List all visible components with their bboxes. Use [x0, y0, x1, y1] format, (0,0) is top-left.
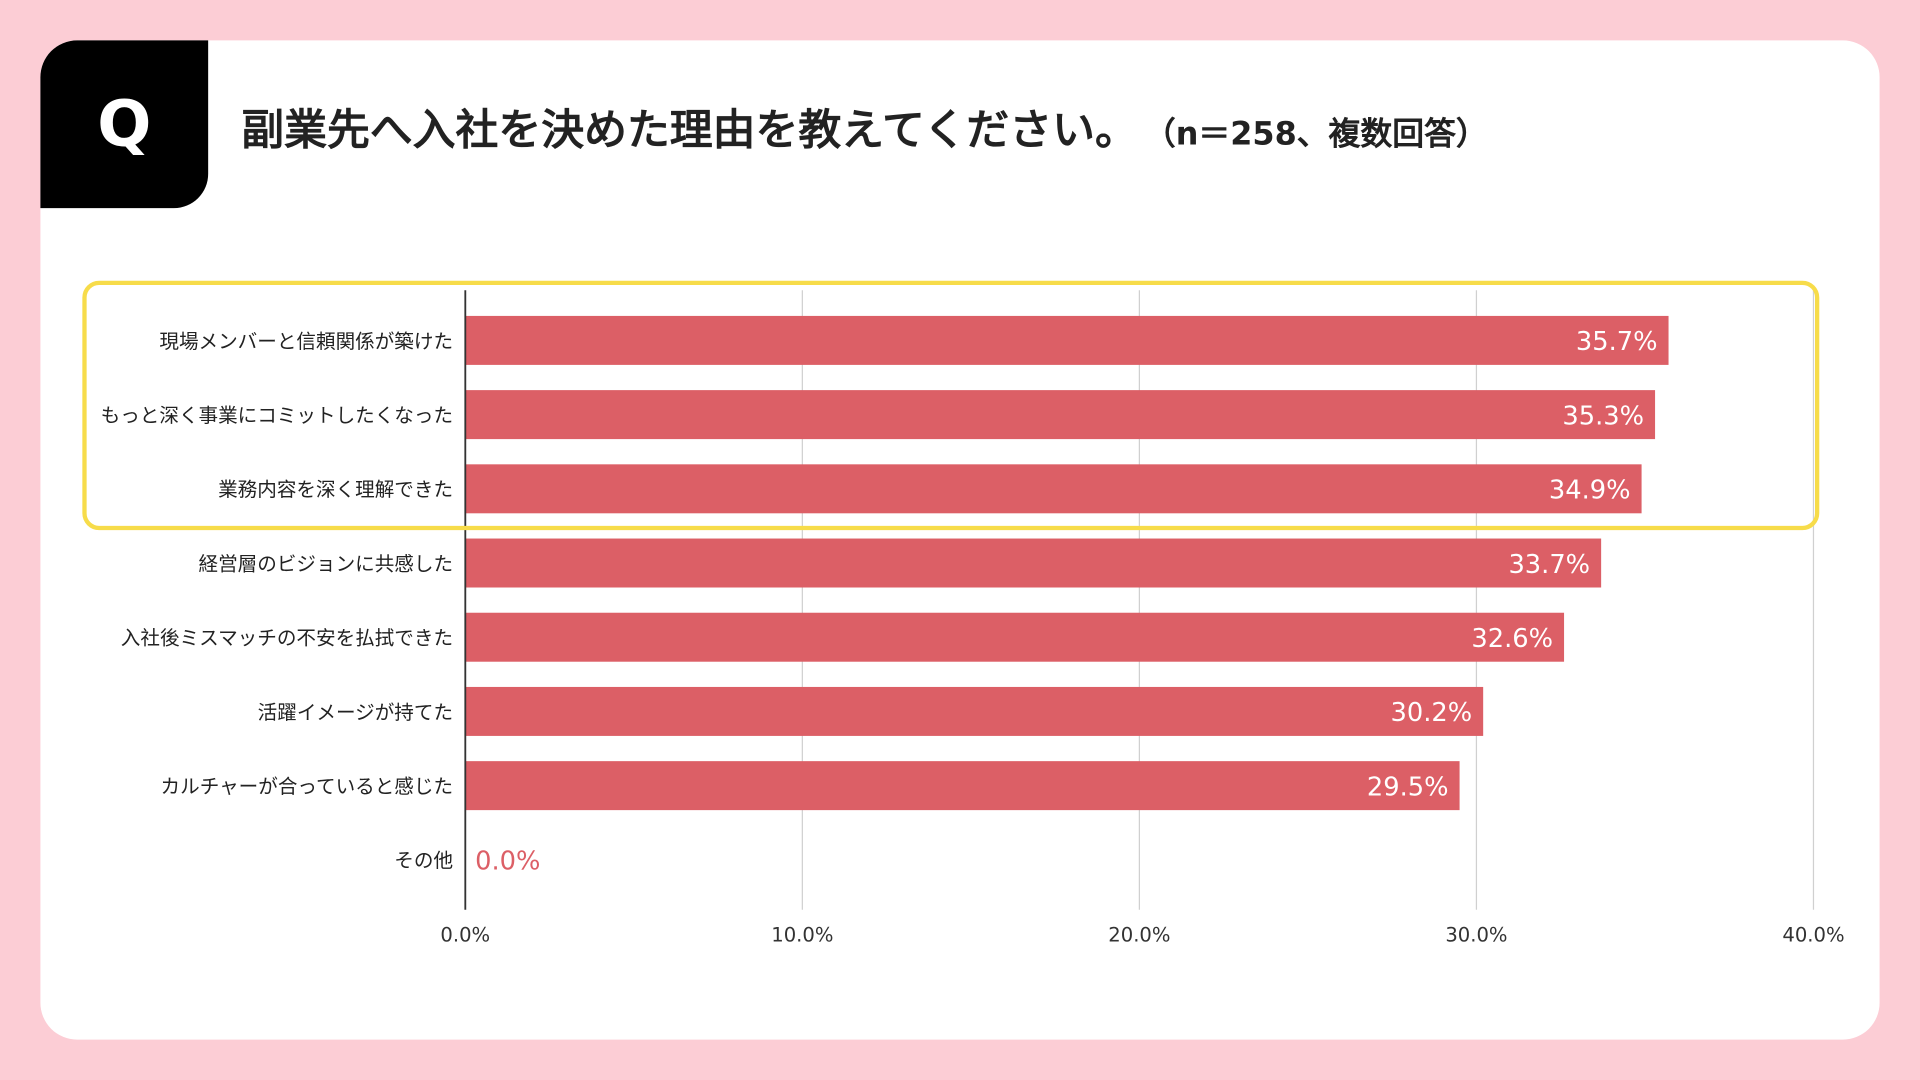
data-label: 30.2% [1390, 698, 1472, 728]
bar [465, 390, 1656, 440]
bar [465, 538, 1602, 588]
category-label: カルチャーが合っていると感じた [161, 775, 454, 798]
category-label: 入社後ミスマッチの不安を払拭できた [121, 627, 453, 650]
bar [465, 686, 1484, 736]
sample-note: （n＝258、複数回答） [1159, 116, 1488, 154]
x-tick-label: 20.0% [1108, 924, 1170, 947]
x-tick-label: 10.0% [771, 924, 833, 947]
bar [465, 612, 1565, 662]
bar [465, 315, 1669, 365]
category-label: 活躍イメージが持てた [258, 701, 453, 724]
x-tick-label: 40.0% [1782, 924, 1844, 947]
page-title: 副業先へ入社を決めた理由を教えてください。 （n＝258、複数回答） [241, 96, 1488, 158]
category-label: 経営層のビジョンに共感した [199, 552, 454, 575]
data-label: 0.0% [475, 847, 540, 877]
highlight-box [82, 280, 1820, 531]
category-label: その他 [394, 849, 453, 872]
data-label: 34.9% [1549, 476, 1631, 506]
data-label: 32.6% [1471, 624, 1553, 654]
category-label: 現場メンバーと信頼関係が築けた [159, 330, 453, 353]
data-label: 29.5% [1367, 772, 1449, 802]
x-tick-label: 30.0% [1445, 924, 1507, 947]
data-label: 35.7% [1576, 327, 1658, 357]
category-label: もっと深く事業にコミットしたくなった [101, 404, 453, 427]
question-text: 副業先へ入社を決めた理由を教えてください。 [241, 106, 1138, 156]
question-badge: Q [40, 40, 209, 209]
data-label: 33.7% [1508, 550, 1590, 580]
x-tick-label: 0.0% [440, 924, 490, 947]
bar [465, 464, 1642, 514]
category-label: 業務内容を深く理解できた [218, 478, 453, 501]
data-label: 35.3% [1562, 401, 1644, 431]
bar [465, 761, 1460, 811]
